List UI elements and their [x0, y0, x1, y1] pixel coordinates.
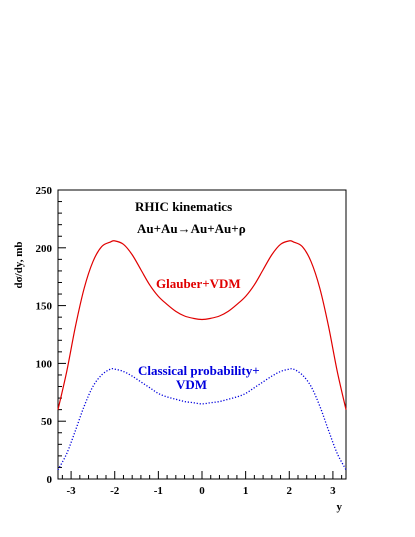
y-tick-label: 50: [41, 416, 53, 428]
y-tick-label: 250: [36, 185, 53, 197]
series-line-glauber: [57, 240, 347, 410]
kinematics-annotation: RHIC kinematics: [135, 199, 232, 214]
y-tick-label: 0: [47, 474, 53, 486]
x-tick-label: -2: [110, 485, 120, 497]
reaction-annotation: Au+Au→Au+Au+ρ: [137, 221, 246, 236]
x-axis-label: y: [337, 501, 343, 513]
glauber-annotation: Glauber+VDM: [156, 276, 241, 291]
x-tick-label: 3: [330, 485, 336, 497]
x-tick-label: 2: [287, 485, 293, 497]
y-tick-label: 150: [36, 301, 53, 313]
x-tick-label: 0: [199, 485, 205, 497]
y-axis-ticks: 0 50 100 150 200 250: [36, 185, 66, 486]
x-tick-label: -1: [154, 485, 163, 497]
x-tick-label: -3: [67, 485, 77, 497]
y-tick-label: 200: [36, 243, 53, 255]
classical-annotation-line1: Classical probability+: [138, 363, 260, 378]
x-tick-label: 1: [243, 485, 249, 497]
series-lines: [57, 240, 347, 471]
x-axis-ticks: -3 -2 -1 0 1 2 3: [61, 471, 343, 497]
y-tick-label: 100: [36, 358, 53, 370]
y-axis-label: dσ/dy, mb: [13, 242, 25, 289]
classical-annotation-line2: VDM: [176, 377, 207, 392]
